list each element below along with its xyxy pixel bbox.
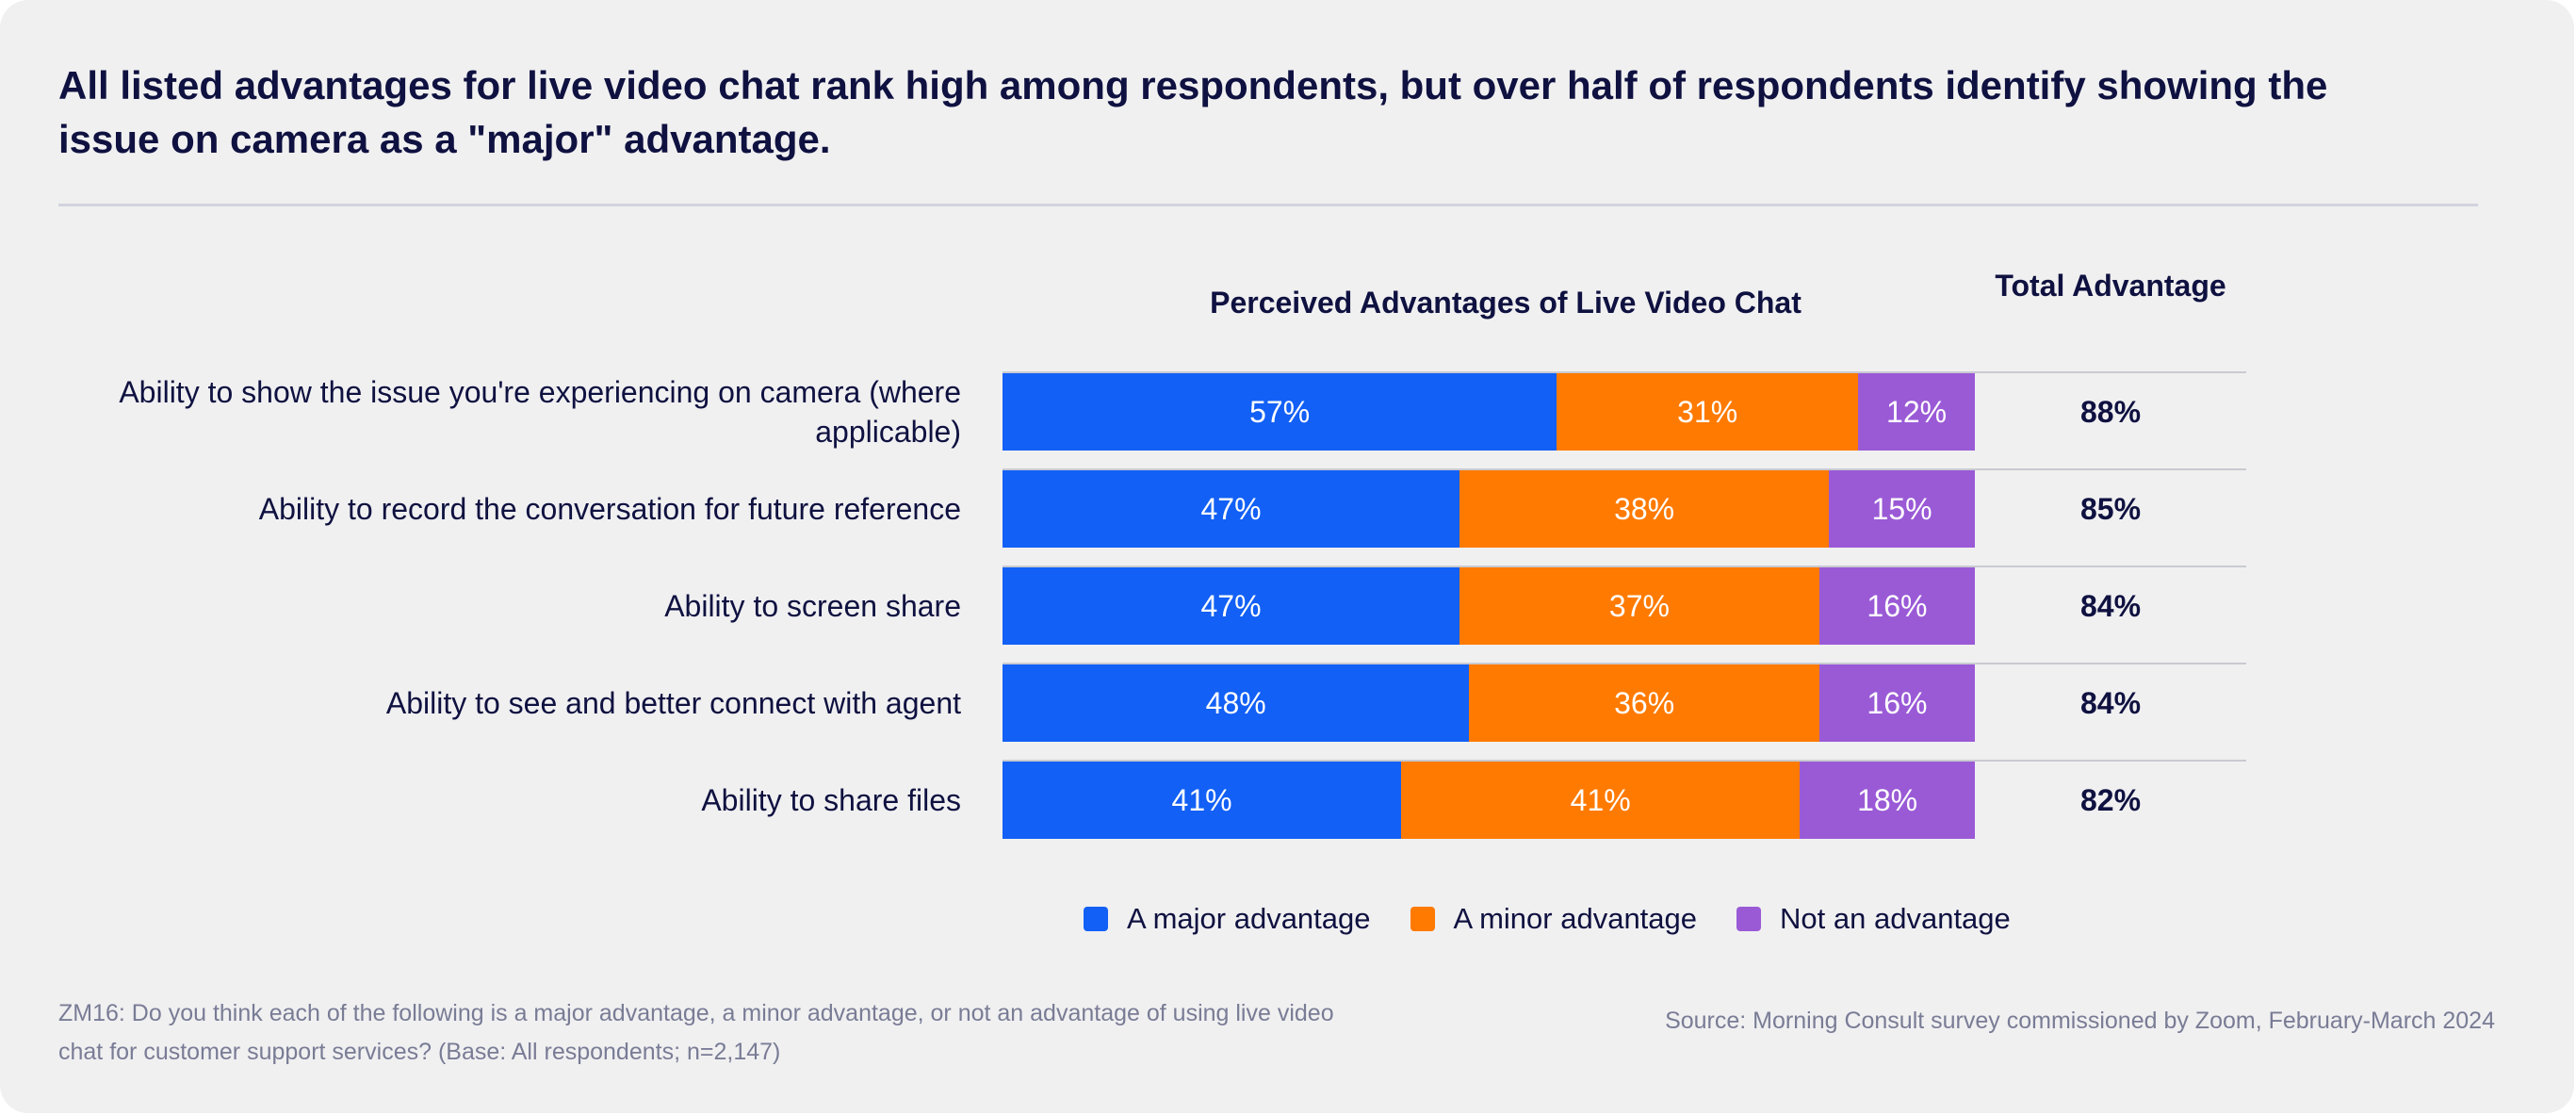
bar-segment: 18% <box>1800 762 1975 839</box>
bar-segment: 12% <box>1858 373 1975 451</box>
footnote: ZM16: Do you think each of the following… <box>58 1000 1334 1065</box>
row-divider <box>1003 371 2246 373</box>
bar-segment: 47% <box>1003 470 1460 548</box>
chart-title: Perceived Advantages of Live Video Chat <box>1210 286 1802 320</box>
total-advantage-value: 84% <box>2079 588 2142 623</box>
legend-item: A major advantage <box>1084 902 1371 936</box>
bar-segment: 48% <box>1003 664 1470 742</box>
legend-item: A minor advantage <box>1410 902 1698 936</box>
row-divider <box>1003 760 2246 762</box>
category-label: Ability to share files <box>701 783 961 817</box>
row-divider <box>1003 663 2246 664</box>
bar-segment: 16% <box>1818 567 1975 645</box>
legend-swatch <box>1410 907 1435 931</box>
category-label: Ability to screen share <box>664 589 961 623</box>
bar-segment: 36% <box>1469 664 1819 742</box>
bar-segment: 15% <box>1829 470 1975 548</box>
legend: A major advantage A minor advantage Not an… <box>1084 902 2050 936</box>
source-note: Source: Morning Consult survey commissio… <box>1665 1008 2495 1034</box>
bar-segment: 38% <box>1459 470 1830 548</box>
legend-item: Not an advantage <box>1736 902 2011 936</box>
bar-segment: 41% <box>1003 762 1402 839</box>
headline: All listed advantages for live video cha… <box>58 63 2328 161</box>
bar-segment: 31% <box>1557 373 1859 451</box>
row-divider <box>1003 566 2246 567</box>
legend-label: Not an advantage <box>1780 902 2011 935</box>
row-divider <box>1003 468 2246 470</box>
total-advantage-value: 82% <box>2079 782 2142 817</box>
legend-swatch <box>1084 907 1108 931</box>
bar-segment: 16% <box>1818 664 1975 742</box>
bar-segment: 47% <box>1003 567 1460 645</box>
total-advantage-value: 85% <box>2079 491 2142 526</box>
bar-segment: 41% <box>1401 762 1801 839</box>
category-label: Ability to record the conversation for f… <box>258 492 961 526</box>
category-label: Ability to see and better connect with a… <box>385 686 961 720</box>
divider <box>58 204 2478 206</box>
legend-label: A major advantage <box>1127 902 1371 935</box>
legend-swatch <box>1736 907 1762 931</box>
bar-segment: 37% <box>1459 567 1819 645</box>
total-advantage-value: 84% <box>2079 685 2142 720</box>
total-advantage-header: Total Advantage <box>1995 269 2226 303</box>
bar-segment: 57% <box>1003 373 1557 451</box>
total-advantage-value: 88% <box>2079 394 2142 429</box>
category-label: Ability to show the issue you're experie… <box>119 375 961 449</box>
legend-label: A minor advantage <box>1453 902 1698 935</box>
